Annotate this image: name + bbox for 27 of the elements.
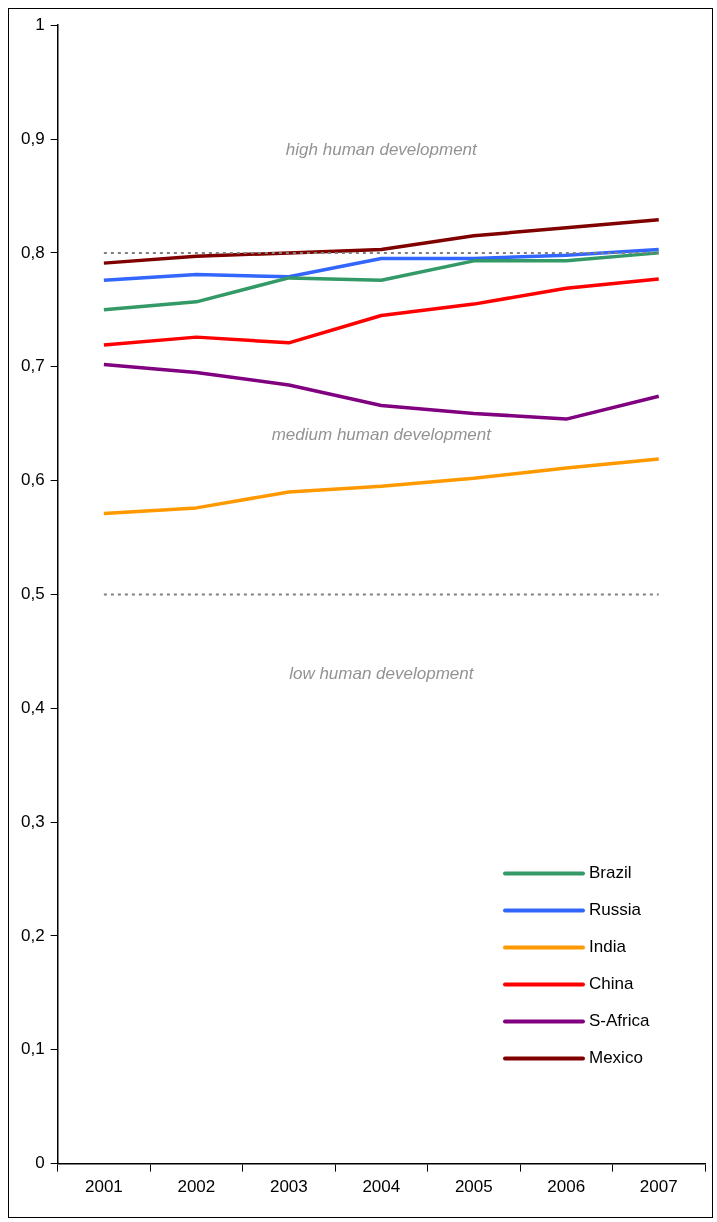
legend-label: Mexico <box>589 1048 643 1068</box>
legend-label: Brazil <box>589 863 632 883</box>
y-tick-label: 0,1 <box>20 1039 45 1059</box>
x-tick-label: 2005 <box>454 1177 493 1197</box>
y-tick-label: 0,5 <box>20 584 45 604</box>
y-tick-label: 0,3 <box>20 811 45 831</box>
x-tick-label: 2007 <box>639 1177 678 1197</box>
y-tick-label: 0,4 <box>20 697 45 717</box>
y-tick-label: 0,7 <box>20 356 45 376</box>
x-tick-label: 2003 <box>269 1177 308 1197</box>
annotation: medium human development <box>271 424 493 444</box>
x-tick-label: 2002 <box>177 1177 216 1197</box>
y-tick-label: 0,6 <box>20 470 45 490</box>
y-tick-label: 0,8 <box>20 242 45 262</box>
y-tick-label: 0,9 <box>20 128 45 148</box>
legend-label: Russia <box>589 900 642 920</box>
x-tick-label: 2004 <box>362 1177 401 1197</box>
x-tick-label: 2006 <box>547 1177 586 1197</box>
y-tick-label: 0 <box>35 1153 45 1173</box>
legend-label: India <box>589 937 627 957</box>
x-tick-label: 2001 <box>84 1177 123 1197</box>
y-tick-label: 1 <box>35 14 45 34</box>
annotation: high human development <box>285 140 479 160</box>
y-tick-label: 0,2 <box>20 925 45 945</box>
legend-label: China <box>589 974 634 994</box>
annotation: low human development <box>289 663 475 683</box>
legend-label: S-Africa <box>589 1011 650 1031</box>
